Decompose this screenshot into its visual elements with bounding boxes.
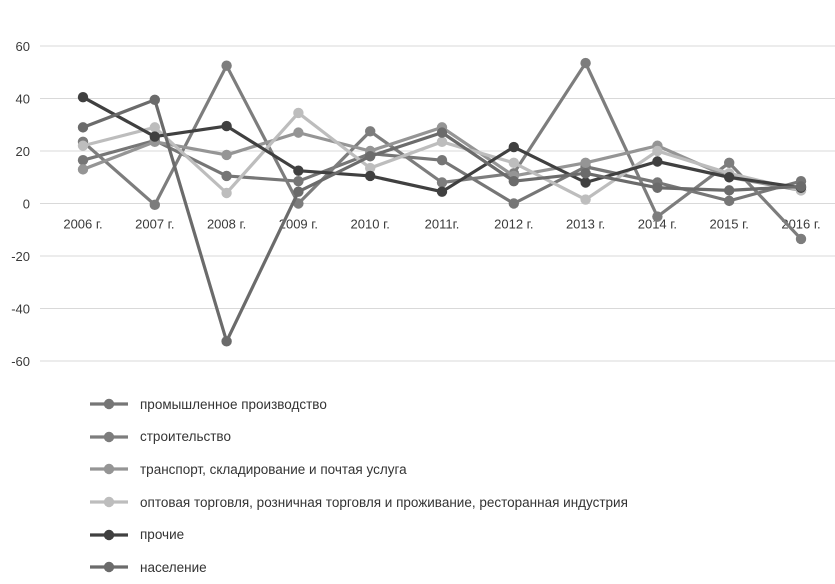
data-point bbox=[365, 151, 376, 162]
legend-label: транспорт, складирование и почтая услуга bbox=[140, 461, 407, 477]
x-tick-label: 2011г. bbox=[425, 217, 460, 232]
data-point bbox=[293, 186, 304, 197]
x-tick-label: 2015 г. bbox=[710, 217, 749, 232]
data-point bbox=[724, 185, 735, 196]
data-point bbox=[508, 157, 519, 169]
legend-item: прочие bbox=[88, 518, 628, 551]
y-tick-label: 20 bbox=[16, 144, 30, 159]
data-point bbox=[365, 162, 376, 174]
x-tick-label: 2012 г. bbox=[494, 217, 533, 232]
data-point bbox=[652, 182, 663, 193]
data-point bbox=[508, 175, 519, 187]
x-tick-label: 2010 г. bbox=[351, 217, 390, 232]
legend-swatch bbox=[90, 464, 128, 475]
y-tick-label: -20 bbox=[11, 249, 30, 264]
x-tick-label: 2014 г. bbox=[638, 217, 677, 232]
legend-item: оптовая торговля, розничная торговля и п… bbox=[88, 486, 628, 519]
legend-label: прочие bbox=[140, 527, 185, 543]
y-tick-label: -40 bbox=[11, 302, 30, 317]
x-tick-label: 2007 г. bbox=[135, 217, 174, 232]
data-point bbox=[149, 94, 160, 106]
data-point bbox=[149, 122, 160, 133]
legend-swatch bbox=[90, 529, 128, 540]
data-point bbox=[365, 126, 376, 137]
data-point bbox=[652, 156, 663, 167]
data-point bbox=[77, 140, 89, 151]
data-point bbox=[508, 141, 519, 153]
data-point bbox=[149, 199, 160, 211]
legend-item: население bbox=[88, 551, 628, 584]
data-point bbox=[221, 170, 232, 182]
data-point bbox=[221, 336, 232, 347]
data-point bbox=[652, 145, 663, 157]
data-point bbox=[221, 187, 232, 199]
data-point bbox=[221, 120, 232, 132]
data-point bbox=[436, 127, 448, 138]
y-tick-label: 40 bbox=[16, 92, 30, 107]
legend-label: строительство bbox=[140, 429, 231, 445]
legend-swatch bbox=[90, 562, 128, 573]
legend-label: оптовая торговля, розничная торговля и п… bbox=[140, 494, 628, 510]
legend-swatch bbox=[90, 399, 128, 410]
legend: промышленное производство строительство тр… bbox=[88, 388, 628, 584]
legend-label: промышленное производство bbox=[140, 396, 327, 412]
data-point bbox=[652, 211, 663, 222]
data-point bbox=[77, 122, 89, 133]
data-point bbox=[436, 136, 448, 148]
legend-item: строительство bbox=[88, 421, 628, 454]
data-point bbox=[724, 195, 735, 207]
series-1 bbox=[77, 57, 807, 245]
legend-item: транспорт, складирование и почтая услуга bbox=[88, 453, 628, 486]
legend-swatch bbox=[90, 431, 128, 443]
data-point bbox=[580, 194, 591, 205]
data-point bbox=[149, 131, 160, 142]
data-point bbox=[436, 186, 448, 197]
data-point bbox=[795, 233, 807, 245]
data-point bbox=[293, 127, 304, 138]
data-point bbox=[293, 107, 304, 119]
data-point bbox=[221, 149, 232, 161]
data-point bbox=[436, 177, 448, 188]
data-point bbox=[293, 198, 304, 209]
series-5 bbox=[77, 94, 807, 347]
legend-label: население bbox=[140, 559, 207, 575]
x-tick-label: 2013 г. bbox=[566, 217, 605, 232]
y-tick-label: -60 bbox=[11, 354, 30, 369]
y-tick-label: 60 bbox=[16, 39, 30, 54]
series-lines bbox=[77, 57, 807, 347]
x-tick-label: 2006 г. bbox=[63, 217, 102, 232]
x-axis-tick-labels: 2006 г. 2007 г. 2008 г. 2009 г. 2010 г. 2011г… bbox=[63, 217, 820, 232]
data-point bbox=[580, 168, 591, 179]
data-point bbox=[436, 154, 448, 166]
data-point bbox=[724, 172, 735, 183]
data-point bbox=[508, 198, 519, 209]
legend-item: промышленное производство bbox=[88, 388, 628, 421]
x-tick-label: 2008 г. bbox=[207, 217, 246, 232]
data-point bbox=[580, 177, 591, 188]
data-point bbox=[77, 91, 89, 103]
x-tick-label: 2009 г. bbox=[279, 217, 318, 232]
data-point bbox=[724, 157, 735, 169]
data-point bbox=[77, 164, 89, 175]
series-4 bbox=[77, 91, 807, 197]
data-point bbox=[221, 60, 232, 71]
data-point bbox=[580, 57, 591, 69]
data-point bbox=[77, 154, 89, 166]
data-point bbox=[580, 157, 591, 169]
y-axis-tick-labels: 60 40 20 0 -20 -40 -60 bbox=[11, 39, 30, 369]
legend-swatch bbox=[90, 496, 128, 508]
data-point bbox=[365, 170, 376, 182]
y-tick-label: 0 bbox=[23, 197, 30, 212]
data-point bbox=[293, 165, 304, 176]
data-point bbox=[293, 175, 304, 187]
data-point bbox=[795, 181, 807, 192]
